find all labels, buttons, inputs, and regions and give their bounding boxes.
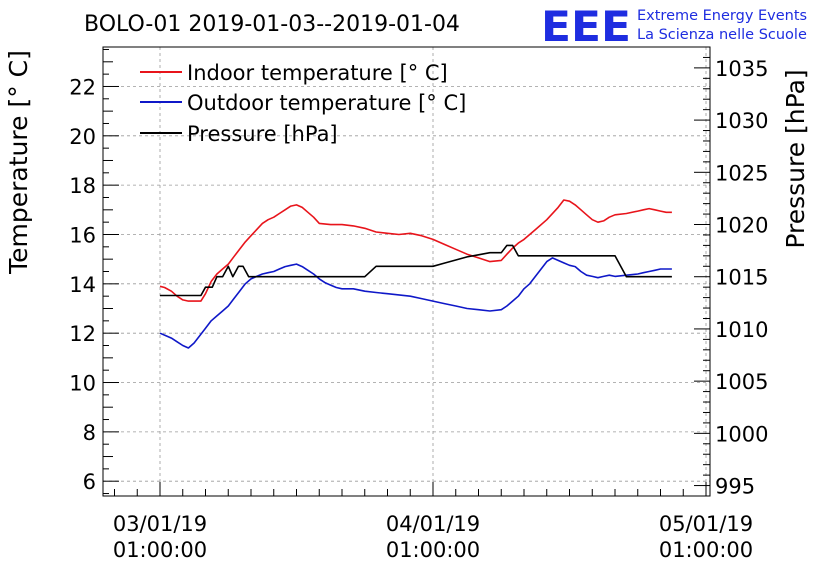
y-tick-label: 14 bbox=[69, 273, 96, 297]
y2-tick-label: 1005 bbox=[715, 370, 768, 394]
y2-tick-label: 1025 bbox=[715, 161, 768, 185]
legend-label: Outdoor temperature [° C] bbox=[187, 91, 466, 115]
x-tick-label-time: 01:00:00 bbox=[659, 538, 753, 562]
eee-logo: EEE Extreme Energy Events La Scienza nel… bbox=[541, 2, 807, 51]
y2-tick-label: 995 bbox=[715, 475, 755, 499]
series-line-2 bbox=[160, 244, 672, 297]
y2-tick-label: 1010 bbox=[715, 318, 768, 342]
x-tick-label-date: 05/01/19 bbox=[659, 512, 753, 536]
x-tick-label-date: 03/01/19 bbox=[113, 512, 207, 536]
logo-line-1: Extreme Energy Events bbox=[637, 8, 807, 24]
y2-tick-label: 1035 bbox=[715, 57, 768, 81]
legend-label: Indoor temperature [° C] bbox=[187, 61, 448, 85]
y2-tick-label: 1015 bbox=[715, 266, 768, 290]
chart-title: BOLO-01 2019-01-03--2019-01-04 bbox=[84, 12, 460, 37]
x-tick-label-date: 04/01/19 bbox=[386, 512, 480, 536]
series-layer bbox=[159, 199, 672, 349]
y-tick-label: 12 bbox=[69, 322, 96, 346]
y2-tick-label: 1000 bbox=[715, 422, 768, 446]
y-axis-right: 995 1000 1005 1010 1015 1020 1025 1030 1035 bbox=[694, 46, 768, 499]
x-axis: 03/01/1901:00:0004/01/1901:00:0005/01/19… bbox=[113, 482, 753, 562]
x-tick-label-time: 01:00:00 bbox=[386, 538, 480, 562]
grid bbox=[103, 47, 710, 496]
y2-tick-label: 1020 bbox=[715, 214, 768, 238]
y2-axis-label: Pressure [hPa] bbox=[781, 69, 810, 248]
legend-label: Pressure [hPa] bbox=[187, 122, 338, 146]
y-tick-label: 22 bbox=[69, 75, 96, 99]
y-tick-label: 6 bbox=[83, 470, 96, 494]
y2-tick-label: 1030 bbox=[715, 109, 768, 133]
logo-letters: EEE bbox=[541, 2, 631, 51]
y-tick-label: 10 bbox=[69, 372, 96, 396]
legend: Indoor temperature [° C] Outdoor temperat… bbox=[140, 61, 466, 146]
x-tick-label-time: 01:00:00 bbox=[113, 538, 207, 562]
y-tick-label: 18 bbox=[69, 174, 96, 198]
y-tick-label: 8 bbox=[83, 421, 96, 445]
y-tick-label: 16 bbox=[69, 223, 96, 247]
y-tick-label: 20 bbox=[69, 125, 96, 149]
y-axis-left: 6 8 10 12 14 16 18 20 22 bbox=[69, 48, 119, 494]
y-axis-label: Temperature [° C] bbox=[4, 50, 33, 275]
series-line-0 bbox=[159, 199, 672, 302]
logo-line-2: La Scienza nelle Scuole bbox=[637, 27, 807, 43]
series-line-1 bbox=[159, 257, 672, 349]
